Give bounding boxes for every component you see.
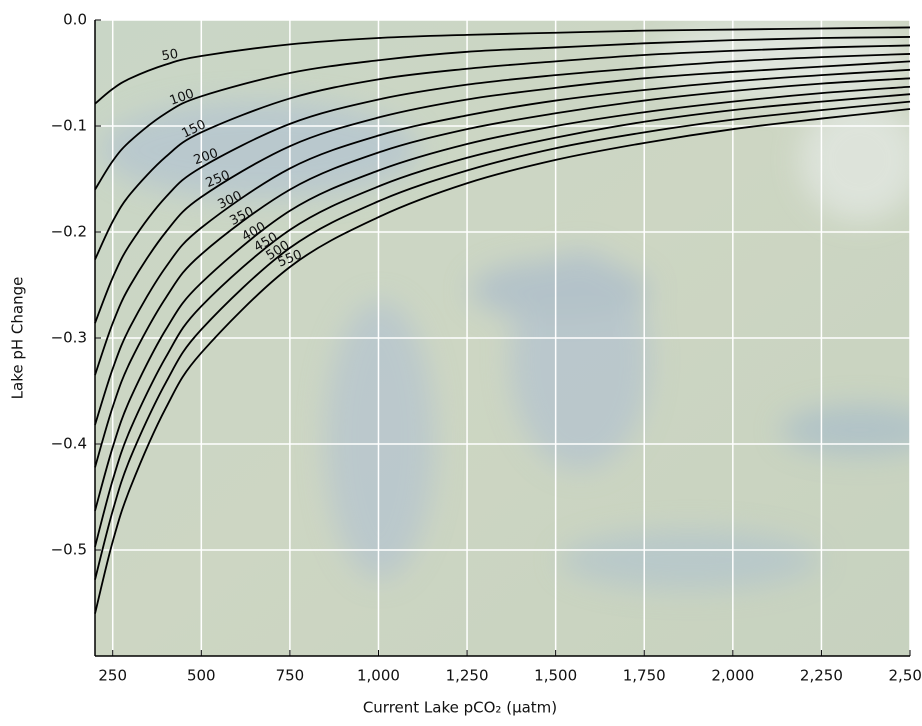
curve: [94, 68, 911, 426]
curve: [94, 36, 911, 191]
y-tick-label: −0.1: [51, 117, 87, 135]
curve: [94, 26, 911, 105]
curve: [94, 85, 911, 512]
y-tick-label: −0.2: [51, 223, 87, 241]
x-tick-label: 250: [98, 667, 127, 685]
x-axis-label: Current Lake pCO₂ (µatm): [363, 699, 557, 717]
grid: [95, 19, 911, 656]
curve: [94, 60, 911, 376]
x-tick-label: 1,500: [534, 667, 577, 685]
y-tick-label: −0.4: [51, 435, 87, 453]
x-tick-label: 2,250: [800, 667, 843, 685]
x-tick-label: 750: [276, 667, 305, 685]
curve: [94, 93, 911, 548]
curve: [94, 77, 911, 468]
curve: [94, 100, 911, 580]
y-tick-label: 0.0: [63, 11, 87, 29]
x-tick-label: 2,000: [711, 667, 754, 685]
x-tick-label: 1,000: [357, 667, 400, 685]
curve: [94, 44, 911, 260]
x-tick-label: 1,250: [446, 667, 489, 685]
curve: [94, 108, 911, 614]
y-tick-label: −0.3: [51, 329, 87, 347]
y-tick-label: −0.5: [51, 541, 87, 559]
curve: [94, 53, 911, 324]
y-axis-label: Lake pH Change: [9, 277, 27, 400]
x-tick-label: 2,500: [889, 667, 922, 685]
x-tick-label: 1,750: [623, 667, 666, 685]
curve-label: 50: [161, 47, 180, 65]
x-tick-label: 500: [187, 667, 216, 685]
